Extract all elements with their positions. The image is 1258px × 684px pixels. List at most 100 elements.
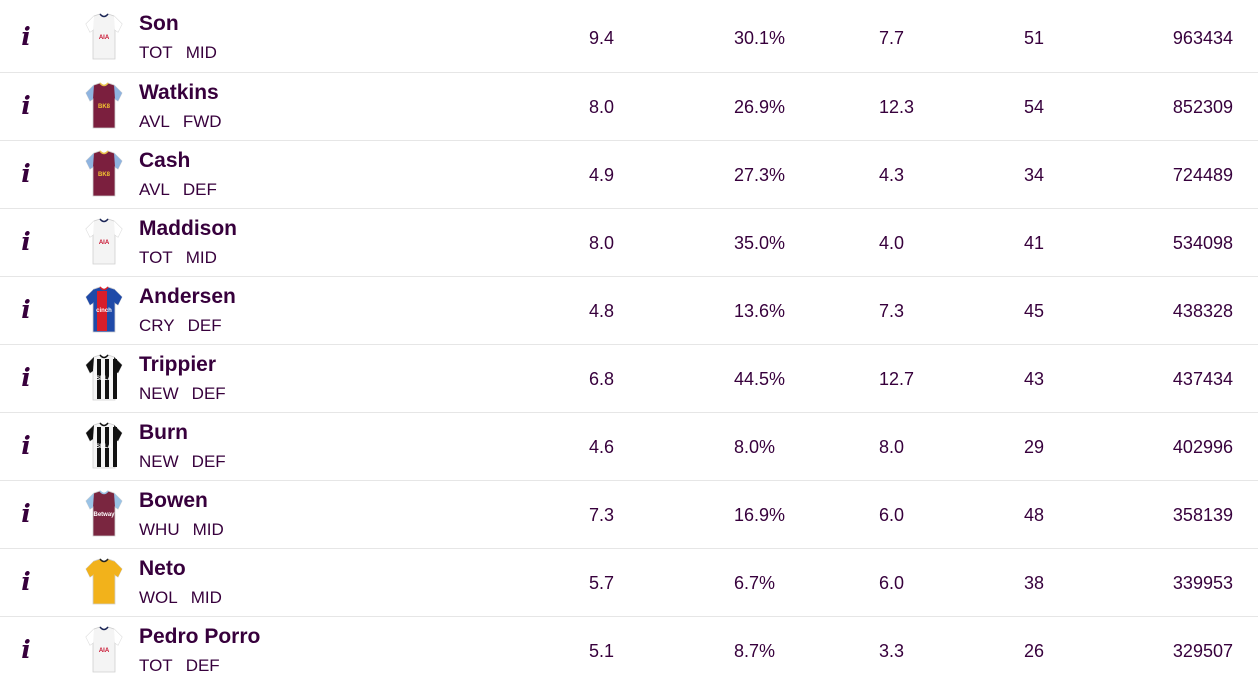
position-code: DEF [187,316,222,335]
team-code: NEW [139,452,179,471]
player-meta: TOT MID [139,248,217,268]
info-icon[interactable]: i [21,227,31,256]
points-cell: 38 [1024,573,1045,593]
table-row: i BK8 Watkins AVL FWD 8.0 26.9% 12.3 54 852309 [0,72,1258,140]
player-name-link[interactable]: Son [139,12,179,35]
player-name-link[interactable]: Neto [139,557,186,580]
table-row: i AIA Maddison TOT MID 8.0 35.0% 4.0 41 534098 [0,208,1258,276]
kit-sponsor-label: AIA [99,648,110,654]
transfers-cell: 534098 [1172,233,1233,253]
form-cell: 4.0 [879,233,905,253]
info-icon[interactable]: i [21,159,31,188]
player-name-link[interactable]: Andersen [139,285,236,308]
points-cell: 43 [1024,369,1045,389]
table-row: i Neto WOL MID 5.7 6.7% 6.0 38 339953 [0,548,1258,616]
kit-sponsor-label: AIA [99,240,110,246]
points-cell: 29 [1024,437,1045,457]
player-name-link[interactable]: Burn [139,421,188,444]
transfers-cell: 329507 [1172,641,1233,661]
form-cell: 12.7 [879,369,915,389]
selected-by-cell: 13.6% [734,301,786,321]
player-name-link[interactable]: Maddison [139,217,237,240]
player-meta: AVL DEF [139,180,217,200]
player-name-link[interactable]: Pedro Porro [139,625,261,648]
table-row: i SELA Trippier NEW DEF 6.8 44.5% 12.7 43 437434 [0,344,1258,412]
form-cell: 7.7 [879,28,905,48]
form-cell: 7.3 [879,301,905,321]
table-row: i AIA Pedro Porro TOT DEF 5.1 8.7% 3.3 26 329507 [0,616,1258,684]
team-shirt-icon: cinch [84,285,124,335]
price-cell: 8.0 [589,233,615,253]
team-shirt-icon: AIA [84,12,124,62]
player-meta: CRY DEF [139,316,222,336]
price-cell: 4.8 [589,301,615,321]
info-icon[interactable]: i [21,22,31,51]
team-shirt-icon: BK8 [84,149,124,199]
selected-by-cell: 16.9% [734,505,786,525]
form-cell: 6.0 [879,505,905,525]
team-code: AVL [139,180,170,199]
form-cell: 4.3 [879,165,905,185]
player-name-link[interactable]: Trippier [139,353,217,376]
info-icon[interactable]: i [21,363,31,392]
points-cell: 41 [1024,233,1045,253]
points-cell: 45 [1024,301,1045,321]
transfers-cell: 963434 [1172,28,1233,48]
price-cell: 8.0 [589,97,615,117]
info-icon[interactable]: i [21,635,31,664]
team-code: AVL [139,112,170,131]
team-code: TOT [139,656,173,675]
info-icon[interactable]: i [21,91,31,120]
player-name-link[interactable]: Cash [139,149,191,172]
kit-sponsor-label: AIA [99,35,110,41]
position-code: MID [192,520,224,539]
form-cell: 12.3 [879,97,915,117]
points-cell: 26 [1024,641,1045,661]
info-icon[interactable]: i [21,295,31,324]
points-cell: 51 [1024,28,1045,48]
player-name-link[interactable]: Watkins [139,81,219,104]
position-code: DEF [191,384,226,403]
team-shirt-icon: Betway [84,489,124,539]
team-shirt-icon: AIA [84,625,124,675]
selected-by-cell: 26.9% [734,97,786,117]
position-code: MID [190,588,222,607]
team-shirt-icon: SELA [84,353,124,403]
position-code: DEF [182,180,217,199]
kit-sponsor-label: BK8 [98,172,111,178]
table-row: i cinch Andersen CRY DEF 4.8 13.6% 7.3 45 438328 [0,276,1258,344]
info-icon[interactable]: i [21,431,31,460]
table-row: i Betway Bowen WHU MID 7.3 16.9% 6.0 48 358139 [0,480,1258,548]
table-row: i BK8 Cash AVL DEF 4.9 27.3% 4.3 34 724489 [0,140,1258,208]
selected-by-cell: 8.7% [734,641,776,661]
points-cell: 34 [1024,165,1045,185]
team-shirt-icon [84,557,124,607]
team-code: NEW [139,384,179,403]
transfers-cell: 437434 [1172,369,1233,389]
form-cell: 3.3 [879,641,905,661]
transfers-cell: 402996 [1172,437,1233,457]
transfers-cell: 438328 [1172,301,1233,321]
points-cell: 48 [1024,505,1045,525]
price-cell: 9.4 [589,28,615,48]
selected-by-cell: 27.3% [734,165,786,185]
position-code: DEF [191,452,226,471]
player-meta: WOL MID [139,588,222,608]
kit-sponsor-label: Betway [93,512,115,518]
transfers-cell: 339953 [1172,573,1233,593]
team-code: TOT [139,43,173,62]
info-icon[interactable]: i [21,567,31,596]
position-code: MID [185,43,217,62]
player-meta: TOT DEF [139,656,220,676]
position-code: DEF [185,656,220,675]
player-name-link[interactable]: Bowen [139,489,208,512]
player-meta: NEW DEF [139,384,226,404]
player-meta: WHU MID [139,520,224,540]
form-cell: 8.0 [879,437,905,457]
price-cell: 4.6 [589,437,615,457]
price-cell: 5.1 [589,641,615,661]
transfers-cell: 358139 [1172,505,1233,525]
info-icon[interactable]: i [21,499,31,528]
player-meta: NEW DEF [139,452,226,472]
